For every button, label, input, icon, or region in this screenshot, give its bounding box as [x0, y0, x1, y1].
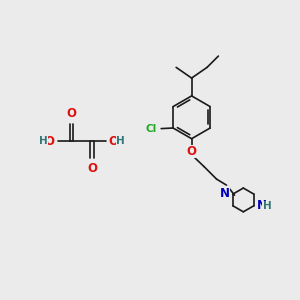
Text: Cl: Cl [146, 124, 157, 134]
Text: H: H [116, 136, 124, 146]
Text: O: O [66, 107, 76, 120]
Text: H: H [262, 201, 271, 211]
Text: O: O [45, 135, 55, 148]
Text: O: O [87, 162, 97, 175]
Text: N: N [220, 187, 230, 200]
Text: O: O [187, 145, 196, 158]
Text: O: O [109, 135, 119, 148]
Text: N: N [256, 200, 267, 212]
Text: H: H [39, 136, 47, 146]
